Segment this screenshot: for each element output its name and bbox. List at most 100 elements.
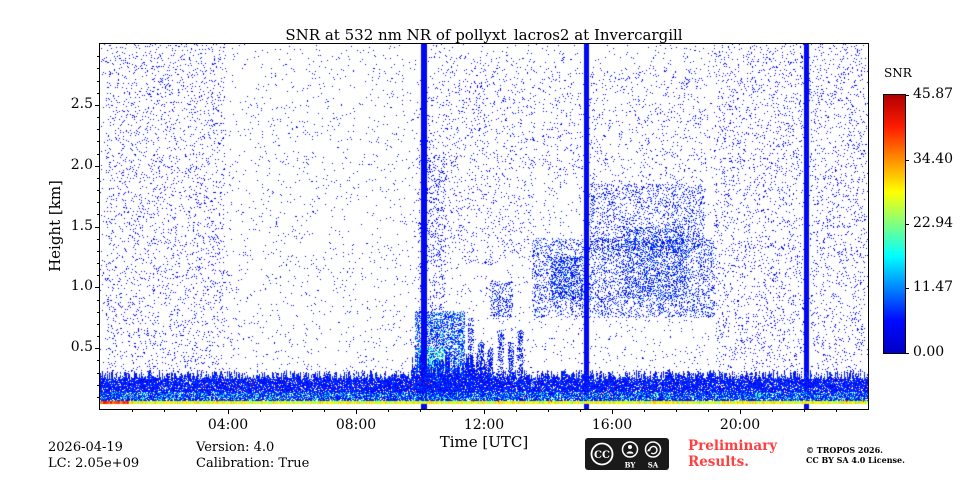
by-person-body: [626, 451, 634, 454]
x-tick-label: 04:00: [207, 417, 249, 433]
y-tick-mark: [95, 287, 100, 289]
y-minor-tick-mark: [97, 117, 100, 118]
plot-area: [99, 43, 869, 410]
x-minor-tick-mark: [164, 409, 165, 412]
badge-sa-text: SA: [648, 461, 659, 470]
footer-date: 2026-04-19: [48, 440, 123, 455]
y-minor-tick-mark: [97, 311, 100, 313]
y-minor-tick-mark: [97, 214, 100, 216]
x-minor-tick-mark: [580, 409, 581, 412]
x-minor-tick-mark: [836, 409, 837, 412]
colorbar: [883, 94, 906, 354]
x-minor-tick-mark: [548, 409, 549, 412]
y-tick-label: 0.5: [70, 339, 93, 356]
colorbar-tick-mark: [905, 353, 909, 354]
y-minor-tick-mark: [97, 177, 100, 179]
y-minor-tick-mark: [97, 299, 100, 301]
copyright-tropos: © TROPOS 2026.: [806, 445, 883, 455]
colorbar-tick-label: 34.40: [913, 150, 954, 167]
x-minor-tick-mark: [804, 409, 805, 412]
x-tick-label: 12:00: [463, 417, 505, 433]
y-minor-tick-mark: [97, 396, 100, 398]
y-tick-mark: [95, 104, 100, 106]
y-minor-tick-mark: [97, 263, 100, 264]
y-minor-tick-mark: [97, 372, 100, 374]
x-minor-tick-mark: [292, 409, 293, 412]
y-minor-tick-mark: [97, 275, 100, 277]
colorbar-tick-label: 11.47: [913, 279, 954, 296]
x-minor-tick-mark: [132, 409, 133, 412]
x-minor-tick-mark: [644, 409, 645, 412]
footer-version: Version: 4.0: [196, 440, 275, 455]
x-axis-label: Time [UTC]: [439, 433, 529, 451]
y-minor-tick-mark: [97, 92, 100, 94]
colorbar-label: SNR: [884, 66, 912, 80]
y-minor-tick-mark: [97, 129, 100, 131]
x-minor-tick-mark: [420, 409, 421, 412]
x-tick-mark: [740, 409, 741, 414]
y-minor-tick-mark: [97, 323, 100, 325]
y-tick-label: 1.0: [70, 278, 93, 295]
x-tick-mark: [228, 409, 229, 414]
y-tick-mark: [95, 226, 100, 228]
footer-calibration: Calibration: True: [196, 456, 310, 471]
y-minor-tick-mark: [97, 202, 100, 204]
colorbar-canvas: [884, 95, 905, 353]
sa-arrow-head: [647, 448, 650, 452]
by-person-head: [628, 445, 632, 449]
colorbar-tick-label: 0.00: [913, 344, 945, 360]
x-tick-mark: [356, 409, 357, 414]
preliminary-line1: Preliminary: [688, 438, 778, 454]
x-minor-tick-mark: [772, 409, 773, 412]
y-tick-mark: [95, 165, 100, 167]
footer-lidar-constant: LC: 2.05e+09: [48, 456, 140, 471]
colorbar-tick-mark: [905, 159, 909, 161]
by-person-icon: [621, 441, 639, 458]
preliminary-results-note: Preliminary Results.: [688, 438, 777, 470]
y-minor-tick-mark: [97, 238, 100, 240]
badge-background: [585, 438, 669, 470]
x-minor-tick-mark: [388, 409, 389, 412]
y-tick-mark: [95, 348, 100, 350]
copyright-license: CC BY SA 4.0 License.: [806, 455, 905, 465]
x-minor-tick-mark: [452, 409, 453, 412]
y-minor-tick-mark: [97, 384, 100, 386]
x-tick-label: 20:00: [719, 417, 761, 433]
colorbar-tick-label: 45.87: [913, 86, 954, 102]
y-minor-tick-mark: [97, 153, 100, 155]
x-tick-mark: [612, 409, 613, 414]
y-tick-label: 1.5: [70, 217, 93, 234]
x-minor-tick-mark: [676, 409, 677, 412]
heatmap-canvas: [100, 44, 868, 409]
colorbar-tick-mark: [905, 288, 909, 290]
y-minor-tick-mark: [97, 68, 100, 70]
y-tick-label: 2.5: [70, 95, 93, 112]
y-minor-tick-mark: [97, 56, 100, 58]
x-minor-tick-mark: [196, 409, 197, 412]
colorbar-tick-label: 22.94: [913, 214, 954, 231]
x-minor-tick-mark: [516, 409, 517, 412]
sa-arrow-curve: [649, 445, 658, 455]
chart-title: SNR at 532 nm NR of pollyxt_lacros2 at I…: [285, 26, 683, 44]
colorbar-tick-mark: [905, 95, 909, 96]
x-minor-tick-mark: [324, 409, 325, 412]
y-minor-tick-mark: [97, 336, 100, 337]
cc-by-sa-badge: CC BY SA: [585, 438, 669, 470]
x-tick-mark: [484, 409, 485, 414]
y-minor-tick-mark: [97, 141, 100, 143]
badge-cc-text: CC: [594, 450, 610, 461]
x-minor-tick-mark: [260, 409, 261, 412]
y-minor-tick-mark: [97, 80, 100, 82]
x-tick-label: 16:00: [591, 417, 633, 433]
y-tick-label: 2.0: [70, 156, 93, 173]
cc-circle-icon: [590, 442, 614, 466]
y-minor-tick-mark: [97, 250, 100, 252]
x-minor-tick-mark: [708, 409, 709, 412]
sa-arrow-icon: [644, 441, 662, 458]
y-minor-tick-mark: [97, 190, 100, 191]
x-tick-label: 08:00: [335, 417, 377, 433]
badge-by-text: BY: [625, 461, 637, 470]
preliminary-line2: Results.: [688, 454, 749, 471]
y-minor-tick-mark: [97, 360, 100, 362]
